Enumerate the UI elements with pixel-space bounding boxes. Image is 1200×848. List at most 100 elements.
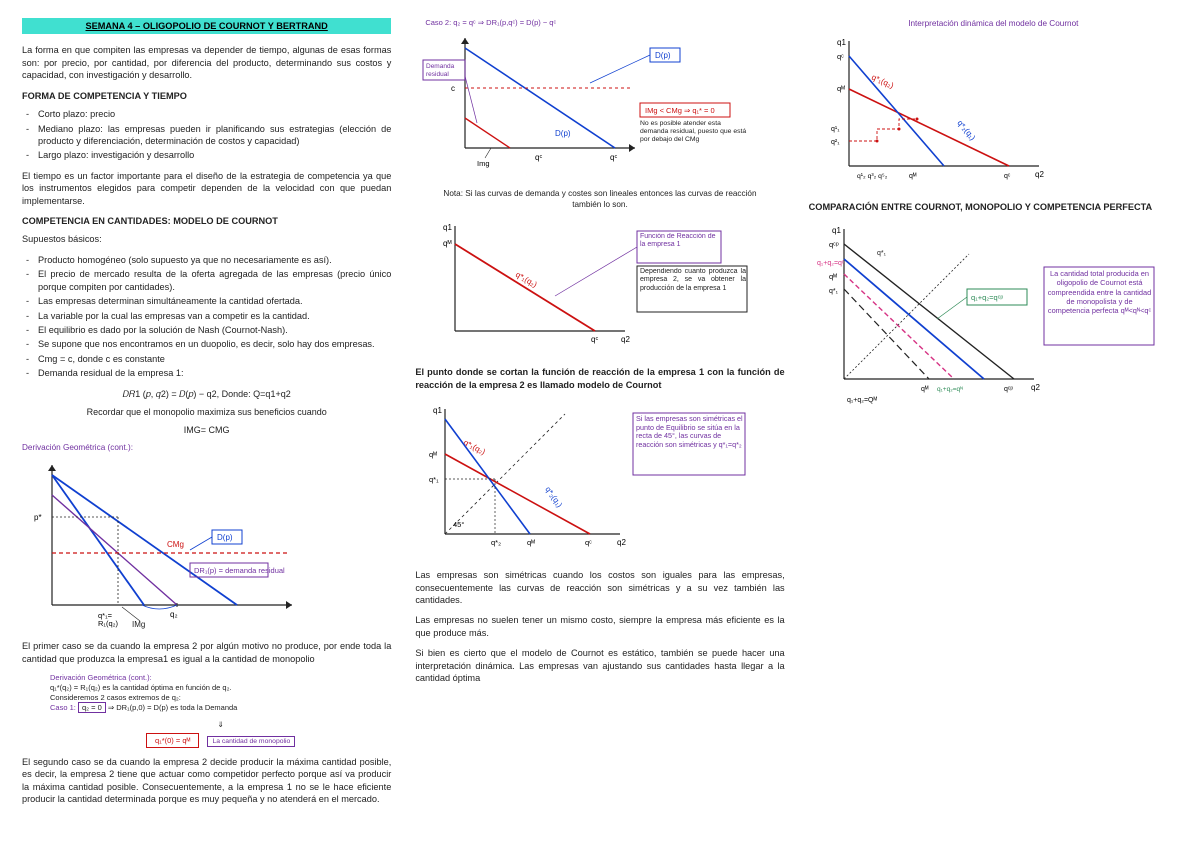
chart-caso2: D(p) c Demanda residual Img qᶜ qᶜ D(p) I… [415,28,755,178]
svg-text:qᶜᵖ: qᶜᵖ [829,240,839,249]
svg-text:q₁+q₂=qᴺ: q₁+q₂=qᴺ [937,386,963,393]
punto-cournot: El punto donde se cortan la función de r… [415,366,784,391]
formula-img-cmg: IMG= CMG [22,424,391,436]
chart-symmetric: q1 q2 45° q*₁(q₂) q*₂(q₁) qᴹ q*₁ q*₂ qᴹ … [415,399,755,559]
formula-recordar: Recordar que el monopolio maximiza sus b… [22,406,391,418]
svg-text:q2: q2 [617,538,626,547]
svg-text:q*₁: q*₁ [829,288,839,295]
svg-text:q¹₂ q³₂ q⁵₂: q¹₂ q³₂ q⁵₂ [857,173,888,180]
svg-text:qᴹ: qᴹ [527,538,535,547]
svg-text:IMg < CMg ⇒ q₁* = 0: IMg < CMg ⇒ q₁* = 0 [645,106,715,115]
list-item: El equilibrio es dado por la solución de… [38,324,391,336]
svg-text:IMg: IMg [132,620,145,629]
col3-p1: Las empresas son simétricas cuando los c… [415,569,784,606]
sym-box: Si las empresas son simétricas el punto … [636,415,743,450]
deriv-line: q₁*(q₂) = R₁(q₂) es la cantidad óptima e… [50,683,391,693]
svg-text:qᶜ: qᶜ [591,335,598,344]
caso1-arrow: ⇓ [50,720,391,730]
compar-box: La cantidad total producida en oligopoli… [1047,269,1152,315]
svg-text:q²₁: q²₁ [831,139,840,146]
forma-list: Corto plazo: precio Mediano plazo: las e… [22,108,391,162]
heading-forma: FORMA DE COMPETENCIA Y TIEMPO [22,90,391,102]
svg-text:R₁(q₂): R₁(q₂) [98,619,119,628]
svg-text:qᶜᵖ: qᶜᵖ [1004,386,1013,393]
svg-text:q1: q1 [832,226,841,235]
heading-comparacion: COMPARACIÓN ENTRE COURNOT, MONOPOLIO Y C… [809,201,1178,213]
svg-text:q*₂: q*₂ [491,538,501,547]
svg-text:CMg: CMg [167,540,184,549]
page-title: SEMANA 4 – OLIGOPOLIO DE COURNOT Y BERTR… [22,18,391,34]
svg-text:D(p): D(p) [217,533,233,542]
svg-text:q¹₁: q¹₁ [831,126,840,133]
tiempo-paragraph: El tiempo es un factor importante para e… [22,170,391,207]
chart-derivacion-1: CMg p* D(p) DR₁(p) = demanda residual q*… [22,455,322,630]
svg-text:q2: q2 [621,335,630,344]
deriv-title: Derivación Geométrica (cont.): [50,673,391,683]
caso2-formula: Caso 2: q₂ = qᶜ ⇒ DR₁(p,qᶜ) = D(p) − qᶜ [415,18,784,28]
caso1-label: Caso 1: [50,703,76,712]
list-item: Las empresas determinan simultáneamente … [38,295,391,307]
col3-p3: Si bien es cierto que el modelo de Courn… [415,647,784,684]
svg-text:Img: Img [477,159,490,168]
figure-symmetric: q1 q2 45° q*₁(q₂) q*₂(q₁) qᴹ q*₁ q*₂ qᴹ … [415,399,784,559]
svg-text:q₁+q₂=qᶜᵖ: q₁+q₂=qᶜᵖ [971,293,1003,302]
caso1-result: q₁*(0) = qᴹ La cantidad de monopolio [50,736,391,746]
svg-text:p*: p* [34,513,42,522]
formula-dr1: 𝐷𝑅1 (𝑝, 𝑞2) = 𝐷(𝑝) − q2, Donde: Q=q1+q2 [22,388,391,400]
svg-text:Demanda: Demanda [426,63,455,70]
caso1-result-box: q₁*(0) = qᴹ [146,733,199,748]
list-item: Cmg = c, donde c es constante [38,353,391,365]
svg-text:qᶜ: qᶜ [585,538,592,547]
caso1-result-lbl: La cantidad de monopolio [207,736,295,747]
svg-text:q*₂(q₁): q*₂(q₁) [544,485,565,509]
figure-caso2: Caso 2: q₂ = qᶜ ⇒ DR₁(p,qᶜ) = D(p) − qᶜ … [415,18,784,178]
list-item: Largo plazo: investigación y desarrollo [38,149,391,161]
chart-reaction-fn: q1 q2 qᴹ q*₁(q₂) qᶜ Función de Reacción … [415,216,755,356]
svg-text:qᴹ: qᴹ [829,272,837,281]
interp-title: Interpretación dinámica del modelo de Co… [809,18,1178,29]
chart-comparacion: q1 q2 qᶜᵖ q₁+q₂=qᶜ qᴹ q*₁ qᴹ q₁+q₂=qᴺ qᶜ… [809,219,1159,409]
caso1-line: Caso 1: q₂ = 0 ⇒ DR₁(p,0) = D(p) es toda… [50,703,391,713]
intro-paragraph: La forma en que compiten las empresas va… [22,44,391,81]
list-item: Corto plazo: precio [38,108,391,120]
supuestos-lead: Supuestos básicos: [22,233,391,245]
svg-text:q₁+q₂=qᶜ: q₁+q₂=qᶜ [817,260,845,267]
supuestos-list: Producto homogéneo (solo supuesto ya que… [22,254,391,380]
svg-text:D(p): D(p) [555,129,571,138]
svg-text:q1: q1 [443,223,452,232]
col2-p2: El segundo caso se da cuando la empresa … [22,756,391,806]
figure-caption: Derivación Geométrica (cont.): [22,442,391,453]
svg-text:DR₁(p) = demanda residual: DR₁(p) = demanda residual [194,566,285,575]
fr-box-title: Función de Reacción de la empresa 1 [640,233,720,249]
fr-box-body: Dependiendo cuanto produzca la empresa 2… [640,268,746,293]
list-item: La variable por la cual las empresas van… [38,310,391,322]
col2-p1: El primer caso se da cuando la empresa 2… [22,640,391,665]
svg-text:q2: q2 [1035,170,1044,179]
svg-text:q2: q2 [1031,383,1040,392]
list-item: Se supone que nos encontramos en un duop… [38,338,391,350]
svg-text:q₂: q₂ [170,610,178,619]
svg-text:q*₂(q₁): q*₂(q₁) [955,119,977,143]
caso2-explain: No es posible atender esta demanda resid… [640,120,750,143]
list-item: Demanda residual de la empresa 1: [38,367,391,379]
svg-text:qᶜ: qᶜ [837,52,844,61]
svg-text:D(p): D(p) [655,51,671,60]
svg-text:qᶜ: qᶜ [1004,173,1011,180]
heading-cournot: COMPETENCIA EN CANTIDADES: MODELO DE COU… [22,215,391,227]
caso1-boxed: q₂ = 0 [78,702,106,713]
list-item: Mediano plazo: las empresas pueden ir pl… [38,123,391,148]
col3-p2: Las empresas no suelen tener un mismo co… [415,614,784,639]
svg-text:45°: 45° [453,520,464,529]
svg-text:residual: residual [426,71,449,78]
svg-text:qᴹ: qᴹ [921,386,929,393]
figure-comparacion: q1 q2 qᶜᵖ q₁+q₂=qᶜ qᴹ q*₁ qᴹ q₁+q₂=qᴺ qᶜ… [809,219,1178,409]
list-item: Producto homogéneo (solo supuesto ya que… [38,254,391,266]
svg-text:qᴹ: qᴹ [837,84,845,93]
svg-text:qᶜ: qᶜ [535,153,542,162]
svg-text:qᴹ: qᴹ [429,450,437,459]
caso1-rest: ⇒ DR₁(p,0) = D(p) es toda la Demanda [108,703,238,712]
svg-text:q₁+q₂=Qᴹ: q₁+q₂=Qᴹ [847,397,877,404]
derivacion-text-block: Derivación Geométrica (cont.): q₁*(q₂) =… [22,673,391,746]
figure-funcion-reaccion: q1 q2 qᴹ q*₁(q₂) qᶜ Función de Reacción … [415,216,784,356]
svg-text:q*₁: q*₁ [877,250,887,257]
